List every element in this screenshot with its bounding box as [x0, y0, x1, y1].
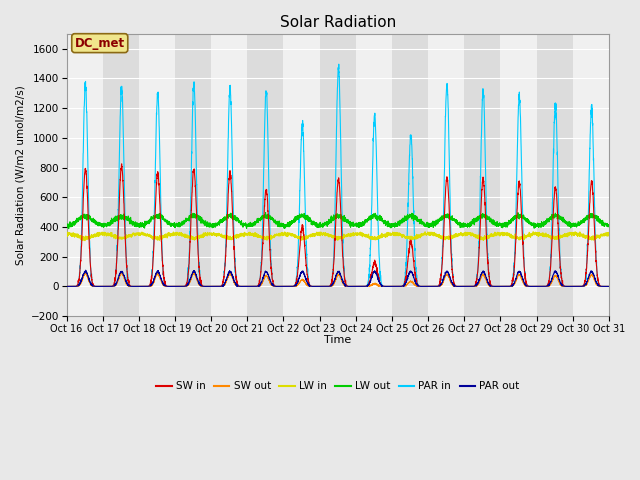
Text: DC_met: DC_met — [75, 36, 125, 49]
X-axis label: Time: Time — [324, 335, 351, 345]
Bar — [536, 34, 573, 316]
Bar — [392, 34, 428, 316]
Bar — [247, 34, 284, 316]
Title: Solar Radiation: Solar Radiation — [280, 15, 396, 30]
Bar — [464, 34, 500, 316]
Y-axis label: Solar Radiation (W/m2 umol/m2/s): Solar Radiation (W/m2 umol/m2/s) — [15, 85, 25, 265]
Bar — [175, 34, 211, 316]
Bar — [103, 34, 139, 316]
Bar — [319, 34, 356, 316]
Legend: SW in, SW out, LW in, LW out, PAR in, PAR out: SW in, SW out, LW in, LW out, PAR in, PA… — [152, 377, 524, 396]
